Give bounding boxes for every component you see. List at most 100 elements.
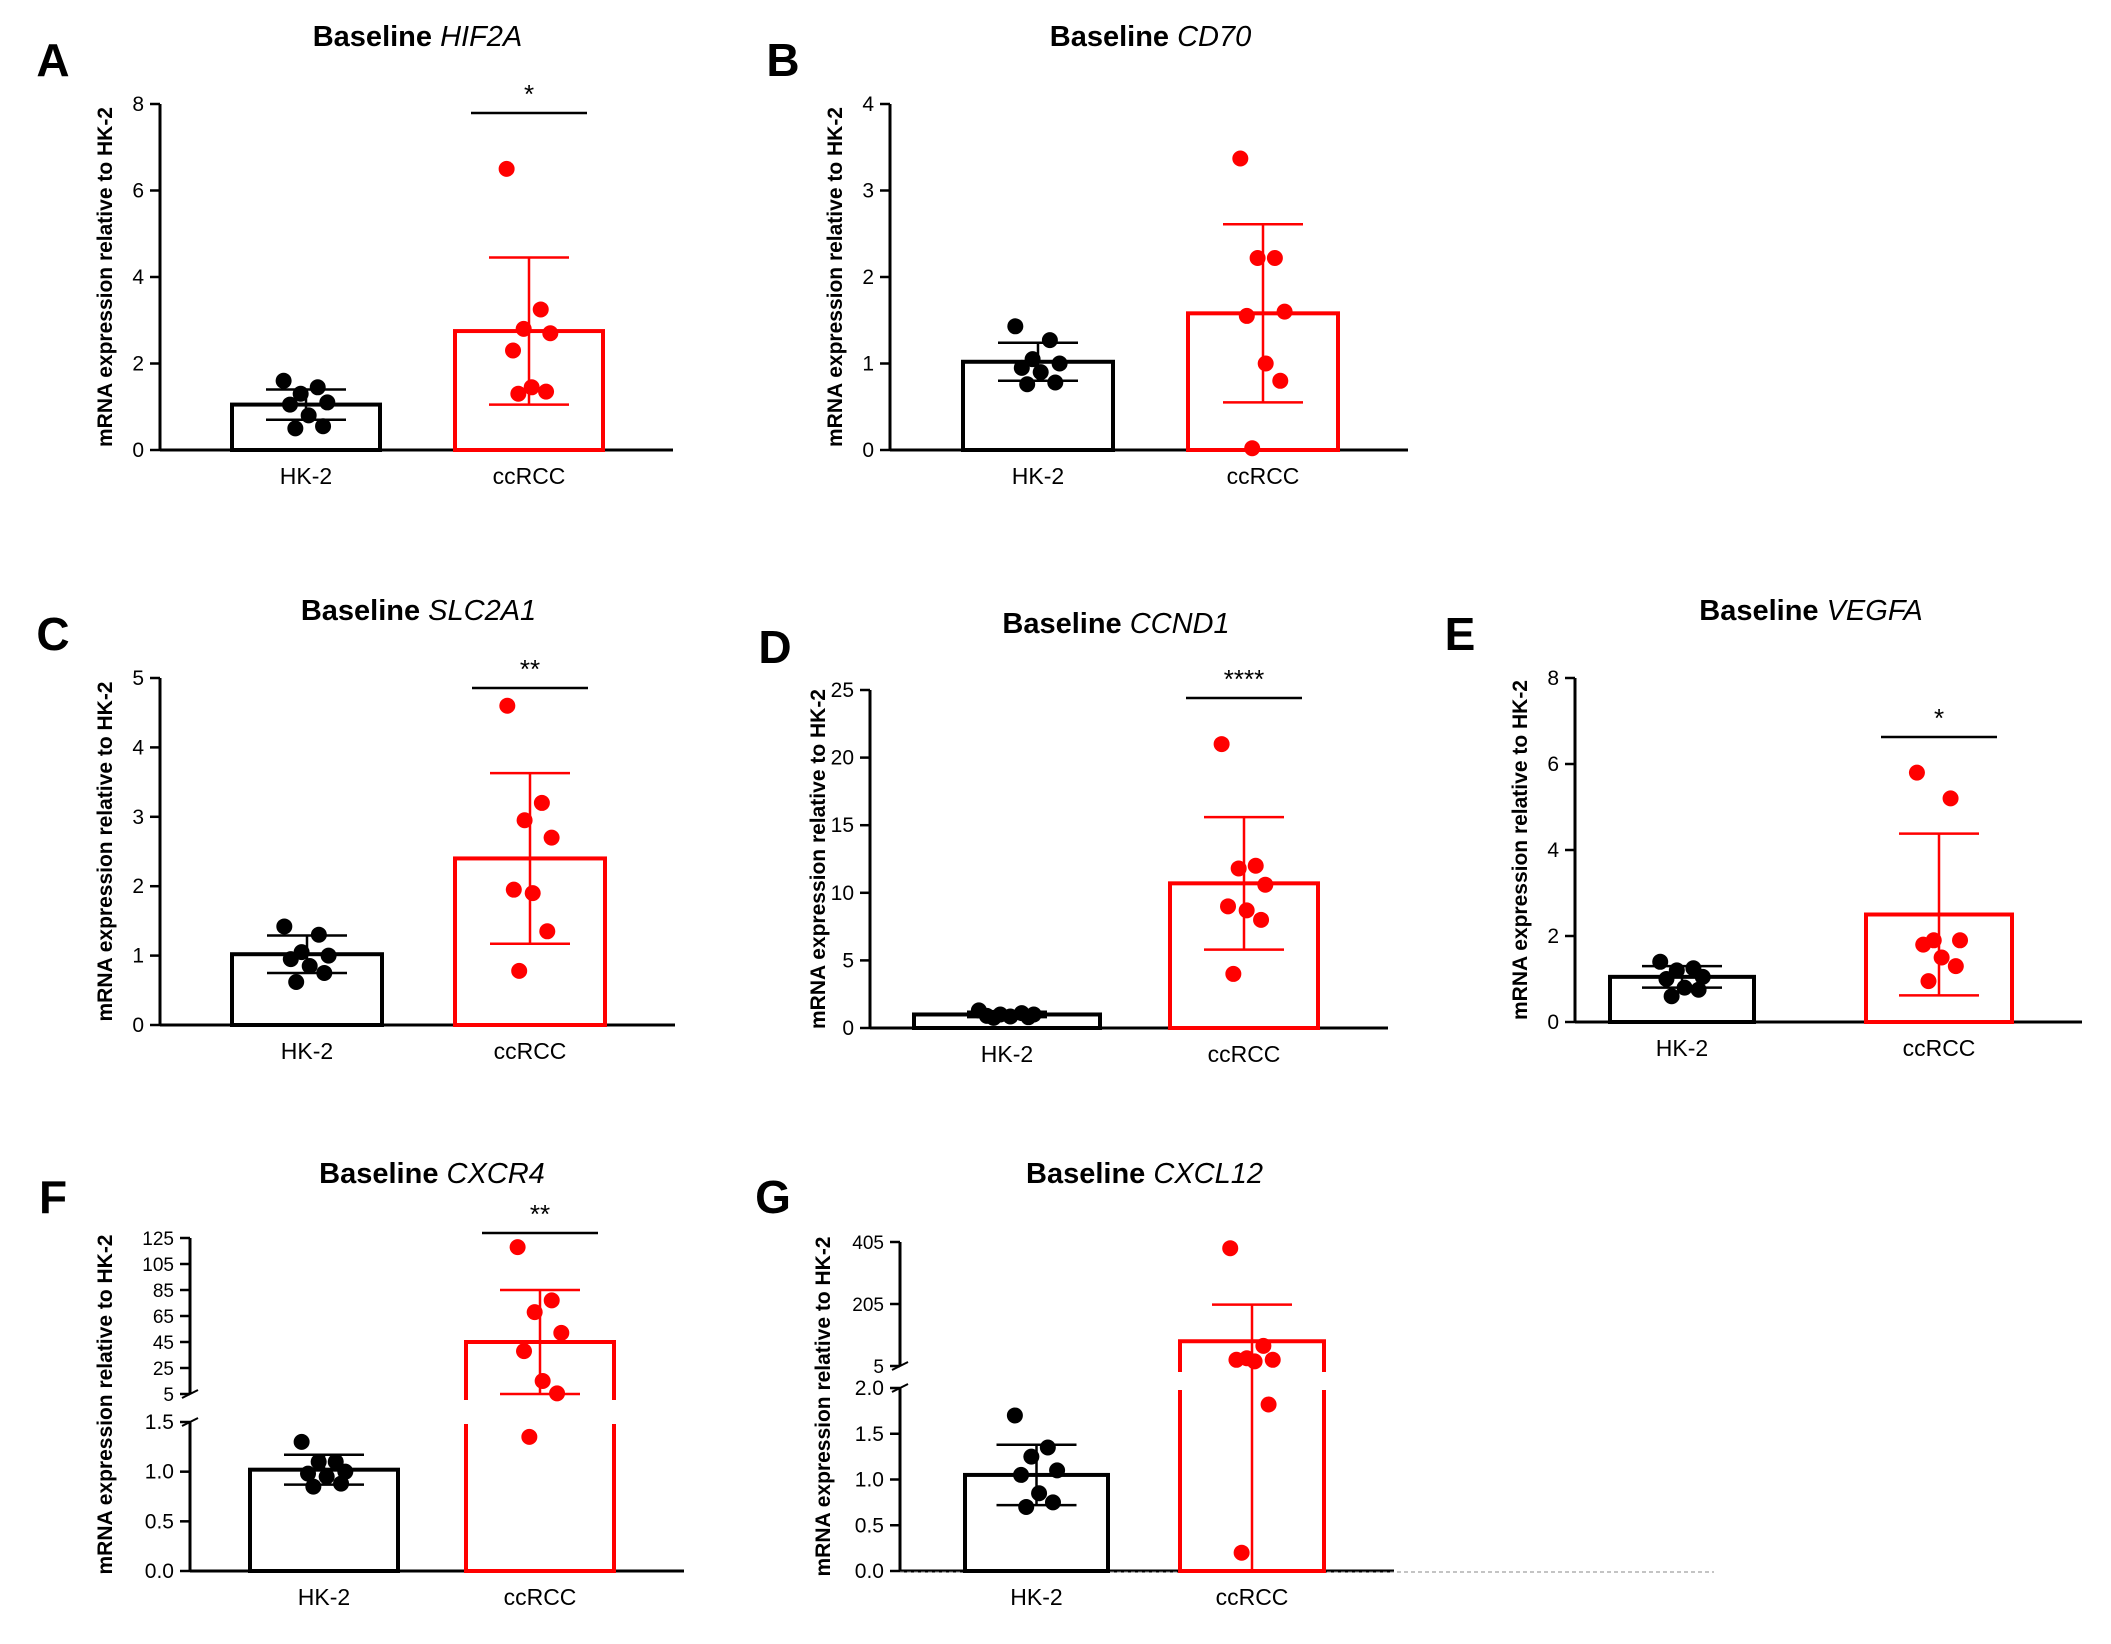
chart-title: Baseline VEGFA xyxy=(1699,595,1923,627)
data-point xyxy=(1257,876,1274,893)
x-tick-label: HK-2 xyxy=(1010,1584,1062,1610)
data-point xyxy=(985,1009,1002,1026)
data-point xyxy=(498,160,515,177)
data-point xyxy=(526,1304,543,1321)
data-point xyxy=(316,964,333,981)
panel-f: F Baseline CXCR4 mRNA expression relative … xyxy=(39,1158,684,1610)
data-point xyxy=(309,379,326,396)
y-tick-label: 4 xyxy=(1547,839,1559,862)
title-prefix: Baseline xyxy=(1026,1158,1153,1190)
y-tick-label: 1.5 xyxy=(145,1411,174,1434)
data-point xyxy=(1908,764,1925,781)
bar xyxy=(464,1424,616,1573)
y-tick-label: 0 xyxy=(862,439,874,462)
panel-label: G xyxy=(755,1171,791,1223)
data-point xyxy=(1213,736,1230,753)
data-point xyxy=(1260,1396,1277,1413)
data-point xyxy=(287,420,304,437)
y-tick-label: 1.0 xyxy=(855,1469,884,1492)
data-point xyxy=(310,926,327,943)
data-point xyxy=(1249,249,1266,266)
data-point xyxy=(1019,376,1036,393)
significance-label: **** xyxy=(1224,664,1264,694)
data-point xyxy=(509,1239,526,1256)
chart-title: Baseline CXCL12 xyxy=(1026,1158,1263,1190)
x-tick-label: HK-2 xyxy=(280,463,332,489)
y-tick-label: 1.0 xyxy=(145,1461,174,1484)
data-point xyxy=(1272,372,1289,389)
data-point xyxy=(538,383,555,400)
x-tick-label: ccRCC xyxy=(1208,1041,1281,1067)
panel-label: D xyxy=(758,621,791,673)
data-point xyxy=(318,1468,335,1485)
title-prefix: Baseline xyxy=(301,595,428,627)
title-gene: VEGFA xyxy=(1827,595,1923,627)
panel-label: E xyxy=(1445,608,1476,660)
y-tick-label: 4 xyxy=(862,93,874,116)
data-point xyxy=(310,1453,327,1470)
y-tick-label: 4 xyxy=(132,736,144,759)
data-point xyxy=(333,1475,350,1492)
data-point xyxy=(505,342,522,359)
x-tick-label: HK-2 xyxy=(281,1038,333,1064)
data-point xyxy=(542,325,559,342)
y-tick-label: 1 xyxy=(132,945,144,968)
data-point xyxy=(1255,1337,1272,1354)
y-tick-label: 2 xyxy=(1547,925,1559,948)
data-point xyxy=(1049,1462,1066,1479)
panel-label: C xyxy=(36,608,69,660)
y-tick-label: 405 xyxy=(852,1233,884,1254)
title-gene: CXCR4 xyxy=(447,1158,545,1190)
data-point xyxy=(534,1373,551,1389)
y-tick-label: 2 xyxy=(132,353,144,376)
data-point xyxy=(1676,979,1693,996)
data-point xyxy=(1007,318,1024,335)
data-point xyxy=(1658,971,1675,987)
y-axis-label: mRNA expression relative to HK-2 xyxy=(94,107,117,447)
y-axis-label: mRNA expression relative to HK-2 xyxy=(824,107,847,447)
x-tick-label: ccRCC xyxy=(494,1038,567,1064)
y-tick-label: 25 xyxy=(831,679,854,702)
data-point xyxy=(315,418,332,435)
y-tick-label: 25 xyxy=(153,1359,174,1380)
y-tick-label: 3 xyxy=(862,180,874,203)
data-point xyxy=(553,1324,570,1341)
data-point xyxy=(549,1385,566,1402)
y-tick-label: 15 xyxy=(831,814,854,837)
title-prefix: Baseline xyxy=(1699,595,1826,627)
data-point xyxy=(319,394,336,411)
data-point xyxy=(1013,359,1030,376)
data-point xyxy=(1246,1353,1263,1370)
data-point xyxy=(539,923,556,940)
data-point xyxy=(532,301,549,318)
data-point xyxy=(523,379,540,396)
y-tick-label: 0.0 xyxy=(145,1560,174,1583)
y-tick-label: 0 xyxy=(132,1014,144,1037)
title-gene: CCND1 xyxy=(1130,608,1230,640)
title-prefix: Baseline xyxy=(313,21,440,53)
data-point xyxy=(288,973,305,990)
data-point xyxy=(1228,1351,1245,1368)
data-point xyxy=(276,918,293,935)
x-tick-label: ccRCC xyxy=(1227,463,1300,489)
data-point xyxy=(1225,965,1242,982)
y-tick-label: 45 xyxy=(153,1333,174,1354)
data-point xyxy=(1039,1439,1056,1456)
data-point xyxy=(1244,440,1261,457)
y-axis-label: mRNA expression relative to HK-2 xyxy=(94,1235,117,1575)
data-point xyxy=(516,1343,533,1360)
data-point xyxy=(1018,1498,1035,1515)
y-tick-label: 0.5 xyxy=(145,1510,174,1533)
x-tick-label: ccRCC xyxy=(1903,1035,1976,1061)
data-point xyxy=(327,1453,344,1470)
panel-c: C Baseline SLC2A1 mRNA expression relative… xyxy=(36,595,675,1064)
data-point xyxy=(1920,973,1937,990)
y-tick-label: 1 xyxy=(862,353,874,376)
data-point xyxy=(1002,1008,1019,1025)
panel-label: F xyxy=(39,1171,67,1223)
x-tick-label: ccRCC xyxy=(1216,1584,1289,1610)
data-point xyxy=(524,885,541,902)
title-gene: SLC2A1 xyxy=(428,595,536,627)
x-tick-label: ccRCC xyxy=(493,463,566,489)
